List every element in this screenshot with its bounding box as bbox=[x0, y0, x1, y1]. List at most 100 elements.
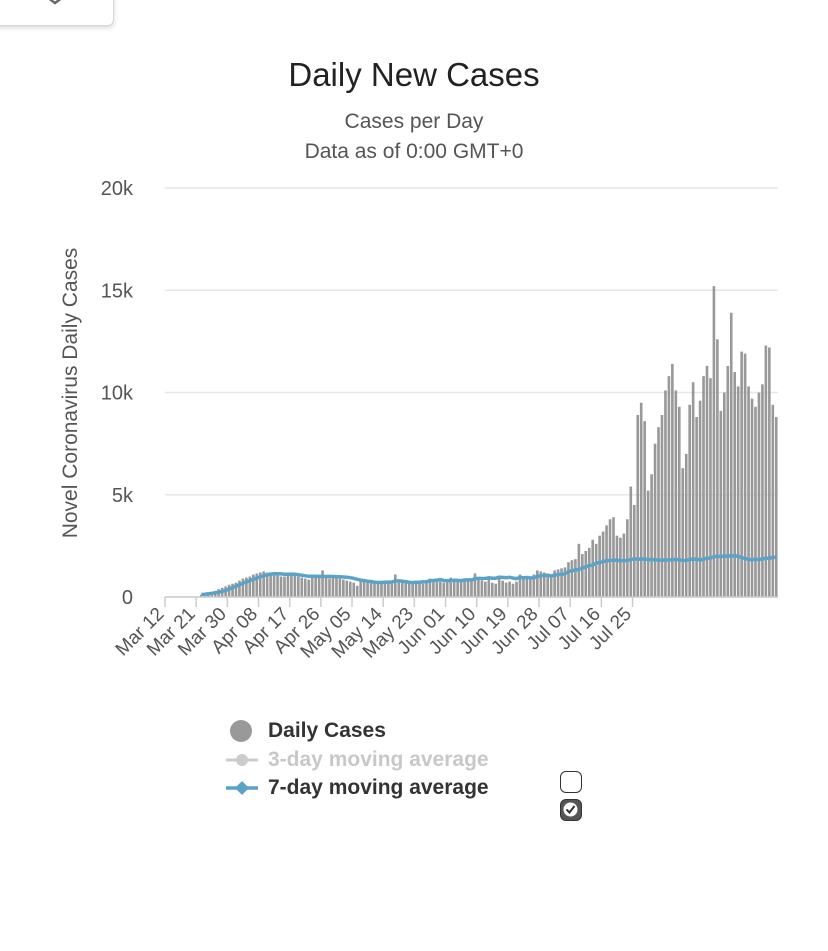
daily-case-bar[interactable] bbox=[702, 376, 705, 597]
daily-case-bar[interactable] bbox=[425, 580, 428, 597]
daily-case-bar[interactable] bbox=[691, 382, 695, 597]
daily-case-bar[interactable] bbox=[757, 392, 761, 598]
daily-case-bar[interactable] bbox=[646, 490, 650, 597]
daily-case-bar[interactable] bbox=[477, 579, 480, 597]
daily-case-bar[interactable] bbox=[445, 580, 449, 597]
legend-item-7-day-moving-average[interactable]: 7-day moving average bbox=[226, 775, 489, 801]
daily-case-bar[interactable] bbox=[636, 415, 640, 597]
daily-case-bar[interactable] bbox=[515, 581, 518, 597]
daily-case-bar[interactable] bbox=[439, 581, 442, 597]
daily-case-bar[interactable] bbox=[677, 406, 681, 597]
daily-case-bar[interactable] bbox=[719, 410, 723, 597]
legend-checkbox[interactable] bbox=[560, 799, 582, 821]
daily-case-bar[interactable] bbox=[404, 582, 408, 597]
daily-case-bar[interactable] bbox=[584, 550, 588, 597]
daily-case-bar[interactable] bbox=[307, 579, 311, 597]
daily-case-bar[interactable] bbox=[303, 578, 307, 597]
daily-case-bar[interactable] bbox=[626, 519, 629, 597]
daily-case-bar[interactable] bbox=[310, 575, 314, 597]
daily-case-bar[interactable] bbox=[342, 579, 345, 597]
daily-case-bar[interactable] bbox=[272, 573, 276, 597]
daily-case-bar[interactable] bbox=[754, 406, 757, 597]
daily-case-bar[interactable] bbox=[587, 547, 591, 597]
daily-case-bar[interactable] bbox=[331, 576, 335, 597]
daily-case-bar[interactable] bbox=[442, 582, 446, 597]
daily-case-bar[interactable] bbox=[594, 543, 598, 597]
daily-case-bar[interactable] bbox=[560, 568, 563, 597]
daily-case-bar[interactable] bbox=[258, 572, 262, 597]
daily-case-bar[interactable] bbox=[591, 539, 595, 597]
daily-case-bar[interactable] bbox=[574, 559, 577, 597]
daily-case-bar[interactable] bbox=[279, 576, 283, 597]
daily-case-bar[interactable] bbox=[490, 582, 494, 597]
daily-case-bar[interactable] bbox=[200, 594, 203, 597]
daily-case-bar[interactable] bbox=[293, 575, 297, 597]
daily-case-bar[interactable] bbox=[660, 415, 664, 597]
daily-case-bar[interactable] bbox=[522, 576, 525, 597]
daily-case-bar[interactable] bbox=[297, 576, 300, 597]
daily-case-bar[interactable] bbox=[653, 443, 657, 598]
daily-case-bar[interactable] bbox=[345, 580, 349, 597]
daily-case-bar[interactable] bbox=[321, 570, 324, 597]
daily-case-bar[interactable] bbox=[511, 583, 515, 597]
daily-case-bar[interactable] bbox=[681, 468, 685, 597]
daily-case-bar[interactable] bbox=[716, 339, 719, 597]
daily-case-bar[interactable] bbox=[262, 571, 266, 597]
daily-case-bar[interactable] bbox=[317, 576, 321, 597]
daily-case-bar[interactable] bbox=[355, 585, 359, 597]
daily-case-bar[interactable] bbox=[352, 582, 356, 597]
daily-case-bar[interactable] bbox=[674, 390, 678, 597]
daily-case-bar[interactable] bbox=[411, 582, 414, 597]
daily-case-bar[interactable] bbox=[245, 577, 248, 597]
daily-case-bar[interactable] bbox=[501, 580, 504, 597]
daily-case-bar[interactable] bbox=[238, 580, 241, 597]
daily-case-bar[interactable] bbox=[463, 578, 466, 597]
daily-case-bar[interactable] bbox=[622, 533, 626, 597]
daily-case-bar[interactable] bbox=[508, 581, 511, 597]
daily-case-bar[interactable] bbox=[286, 574, 290, 598]
daily-case-bar[interactable] bbox=[542, 572, 546, 597]
daily-case-bar[interactable] bbox=[733, 372, 737, 597]
daily-case-bar[interactable] bbox=[740, 351, 743, 597]
daily-case-bar[interactable] bbox=[615, 535, 619, 597]
daily-case-bar[interactable] bbox=[601, 531, 605, 597]
daily-case-bar[interactable] bbox=[743, 353, 747, 597]
daily-case-bar[interactable] bbox=[494, 583, 498, 597]
daily-case-bar[interactable] bbox=[539, 571, 543, 597]
daily-case-bar[interactable] bbox=[473, 573, 477, 597]
daily-case-bar[interactable] bbox=[449, 577, 453, 597]
daily-case-bar[interactable] bbox=[456, 580, 459, 597]
daily-case-bar[interactable] bbox=[248, 576, 252, 597]
daily-case-bar[interactable] bbox=[276, 575, 279, 597]
daily-case-bar[interactable] bbox=[497, 575, 501, 597]
daily-case-bar[interactable] bbox=[390, 582, 394, 597]
daily-case-bar[interactable] bbox=[664, 390, 667, 597]
daily-case-bar[interactable] bbox=[400, 580, 404, 597]
daily-case-bar[interactable] bbox=[383, 580, 387, 597]
daily-case-bar[interactable] bbox=[324, 575, 328, 597]
daily-case-bar[interactable] bbox=[570, 560, 574, 597]
daily-case-bar[interactable] bbox=[348, 581, 352, 597]
daily-case-bar[interactable] bbox=[768, 347, 771, 597]
daily-case-bar[interactable] bbox=[671, 363, 674, 597]
daily-case-bar[interactable] bbox=[300, 577, 304, 597]
daily-case-bar[interactable] bbox=[729, 312, 733, 597]
daily-case-bar[interactable] bbox=[567, 562, 570, 597]
daily-case-bar[interactable] bbox=[459, 581, 463, 597]
daily-case-bar[interactable] bbox=[387, 581, 390, 597]
daily-case-bar[interactable] bbox=[328, 578, 331, 597]
daily-case-bar[interactable] bbox=[484, 581, 487, 597]
daily-case-bar[interactable] bbox=[695, 417, 698, 597]
daily-case-bar[interactable] bbox=[608, 519, 612, 597]
daily-case-bar[interactable] bbox=[290, 572, 293, 597]
daily-case-bar[interactable] bbox=[432, 579, 435, 597]
daily-case-bar[interactable] bbox=[712, 286, 716, 597]
daily-case-bar[interactable] bbox=[393, 574, 397, 598]
daily-case-bar[interactable] bbox=[466, 579, 470, 597]
daily-case-bar[interactable] bbox=[435, 580, 439, 597]
daily-case-bar[interactable] bbox=[369, 582, 373, 597]
daily-case-bar[interactable] bbox=[750, 398, 754, 597]
daily-case-bar[interactable] bbox=[667, 376, 671, 597]
daily-case-bar[interactable] bbox=[563, 567, 567, 597]
daily-case-bar[interactable] bbox=[407, 583, 411, 597]
